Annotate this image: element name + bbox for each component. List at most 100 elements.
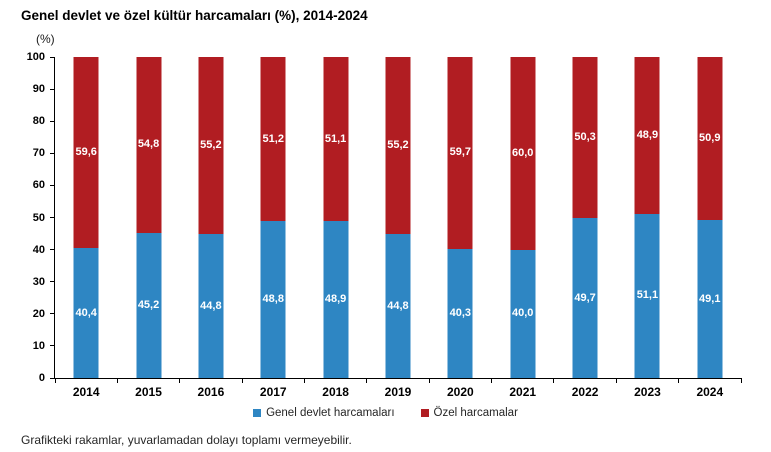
y-axis-tick-label: 20 bbox=[32, 307, 45, 320]
bar-segment-ozel: 48,9 bbox=[634, 57, 660, 214]
bar-value-label: 51,2 bbox=[262, 132, 284, 145]
legend-label: Genel devlet harcamaları bbox=[266, 407, 395, 419]
bar-column: 40,3 59,7 bbox=[429, 57, 491, 378]
x-axis-tick bbox=[491, 378, 493, 383]
bar-value-label: 55,2 bbox=[200, 139, 222, 152]
plot-area: 40,4 59,6 45,2 54,8 44,8 55,2 48,8 51,2 48,9 51,1… bbox=[27, 51, 742, 399]
bar-segment-genel-devlet: 49,7 bbox=[572, 218, 598, 378]
y-axis-tick bbox=[50, 152, 55, 154]
bar-column: 40,0 60,0 bbox=[492, 57, 554, 378]
x-axis-tick bbox=[678, 378, 680, 383]
bar-column: 48,8 51,2 bbox=[242, 57, 304, 378]
x-axis-category-label: 2015 bbox=[135, 385, 162, 399]
bar-value-label: 45,2 bbox=[137, 298, 160, 311]
y-axis-tick-label: 80 bbox=[32, 115, 45, 128]
bar-value-label: 40,4 bbox=[75, 306, 97, 319]
bar-segment-ozel: 51,2 bbox=[260, 57, 286, 222]
y-axis-tick-label: 90 bbox=[32, 83, 45, 96]
y-axis-tick bbox=[50, 313, 55, 315]
x-axis-tick bbox=[740, 378, 742, 383]
bar-column: 44,8 55,2 bbox=[180, 57, 242, 378]
bar-segment-ozel: 59,6 bbox=[73, 57, 99, 249]
legend-swatch-icon bbox=[253, 409, 262, 417]
y-axis-tick bbox=[50, 88, 55, 90]
x-axis-category-label: 2024 bbox=[696, 385, 724, 399]
bar-segment-ozel: 50,3 bbox=[572, 57, 598, 219]
bar-value-label: 51,1 bbox=[636, 289, 659, 302]
y-axis-tick bbox=[50, 345, 55, 347]
x-axis-category-label: 2019 bbox=[384, 385, 412, 399]
y-axis-tick-label: 100 bbox=[26, 51, 45, 63]
bar-column: 49,7 50,3 bbox=[554, 57, 616, 378]
bar-segment-genel-devlet: 48,8 bbox=[260, 221, 286, 378]
bar-value-label: 44,8 bbox=[200, 299, 222, 312]
bar-segment-ozel: 59,7 bbox=[447, 57, 473, 249]
y-axis-tick bbox=[50, 377, 55, 379]
bar-value-label: 49,7 bbox=[574, 291, 596, 304]
y-axis-tick bbox=[50, 56, 55, 58]
y-axis-tick-label: 40 bbox=[32, 243, 45, 256]
bar-segment-genel-devlet: 45,2 bbox=[136, 232, 162, 378]
bar-column: 49,1 50,9 bbox=[679, 57, 741, 378]
x-axis-tick bbox=[366, 378, 368, 383]
bar-column: 45,2 54,8 bbox=[117, 57, 179, 378]
bar-value-label: 40,0 bbox=[511, 307, 534, 320]
chart-title: Genel devlet ve özel kültür harcamaları … bbox=[21, 8, 368, 23]
y-axis-tick bbox=[50, 184, 55, 186]
bar-value-label: 40,3 bbox=[449, 306, 472, 319]
bar-value-label: 60,0 bbox=[511, 146, 534, 159]
legend-item: Genel devlet harcamaları bbox=[253, 407, 395, 419]
bar-value-label: 51,1 bbox=[324, 132, 347, 145]
legend-label: Özel harcamalar bbox=[433, 407, 518, 419]
bar-value-label: 50,9 bbox=[699, 132, 721, 145]
y-axis-tick bbox=[50, 249, 55, 251]
bar-value-label: 48,9 bbox=[324, 293, 347, 306]
x-axis-category-label: 2018 bbox=[322, 385, 349, 399]
y-axis-tick-label: 30 bbox=[32, 275, 45, 288]
bar-segment-ozel: 55,2 bbox=[198, 57, 224, 235]
y-axis-tick bbox=[50, 120, 55, 122]
bar-segment-genel-devlet: 49,1 bbox=[697, 220, 723, 378]
bar-segment-ozel: 55,2 bbox=[385, 57, 411, 235]
y-axis-tick-label: 60 bbox=[32, 179, 45, 192]
bar-segment-genel-devlet: 40,4 bbox=[73, 248, 99, 378]
x-axis-category-label: 2014 bbox=[72, 385, 100, 399]
bar-value-label: 49,1 bbox=[699, 292, 721, 305]
x-axis-category-label: 2022 bbox=[571, 385, 599, 399]
x-axis-tick bbox=[615, 378, 617, 383]
legend-item: Özel harcamalar bbox=[420, 407, 518, 419]
footer-note: Grafikteki rakamlar, yuvarlamadan dolayı… bbox=[21, 433, 352, 447]
bar-column: 40,4 59,6 bbox=[55, 57, 117, 378]
legend-swatch-icon bbox=[420, 409, 429, 417]
bar-segment-genel-devlet: 40,0 bbox=[510, 249, 536, 378]
bar-value-label: 59,6 bbox=[75, 146, 97, 159]
bar-segment-genel-devlet: 51,1 bbox=[634, 213, 660, 378]
bar-column: 44,8 55,2 bbox=[367, 57, 429, 378]
x-axis-category-label: 2023 bbox=[634, 385, 661, 399]
x-axis-category-label: 2021 bbox=[509, 385, 537, 399]
bar-segment-ozel: 51,1 bbox=[323, 57, 349, 222]
bar-value-label: 48,9 bbox=[636, 129, 659, 141]
y-axis-tick-label: 50 bbox=[32, 211, 45, 224]
y-axis-tick-label: 70 bbox=[32, 147, 45, 160]
x-axis-tick bbox=[241, 378, 243, 383]
bar-value-label: 59,7 bbox=[449, 146, 472, 159]
x-axis-tick bbox=[303, 378, 305, 383]
bar-value-label: 55,2 bbox=[387, 139, 409, 152]
bar-segment-ozel: 60,0 bbox=[510, 57, 536, 250]
bar-segment-ozel: 50,9 bbox=[697, 57, 723, 221]
bar-value-label: 50,3 bbox=[574, 131, 596, 144]
bar-column: 48,9 51,1 bbox=[304, 57, 366, 378]
y-axis-tick-label: 10 bbox=[32, 339, 45, 352]
bar-segment-genel-devlet: 40,3 bbox=[447, 248, 473, 378]
x-axis-tick bbox=[179, 378, 181, 383]
y-axis-tick bbox=[50, 281, 55, 283]
bar-value-label: 44,8 bbox=[387, 299, 409, 312]
x-axis-tick bbox=[116, 378, 118, 383]
y-axis-unit-label: (%) bbox=[36, 32, 55, 46]
bar-segment-genel-devlet: 48,9 bbox=[323, 221, 349, 378]
legend: Genel devlet harcamaları Özel harcamalar bbox=[0, 407, 771, 419]
bar-value-label: 48,8 bbox=[262, 293, 284, 306]
x-axis-category-label: 2016 bbox=[197, 385, 225, 399]
